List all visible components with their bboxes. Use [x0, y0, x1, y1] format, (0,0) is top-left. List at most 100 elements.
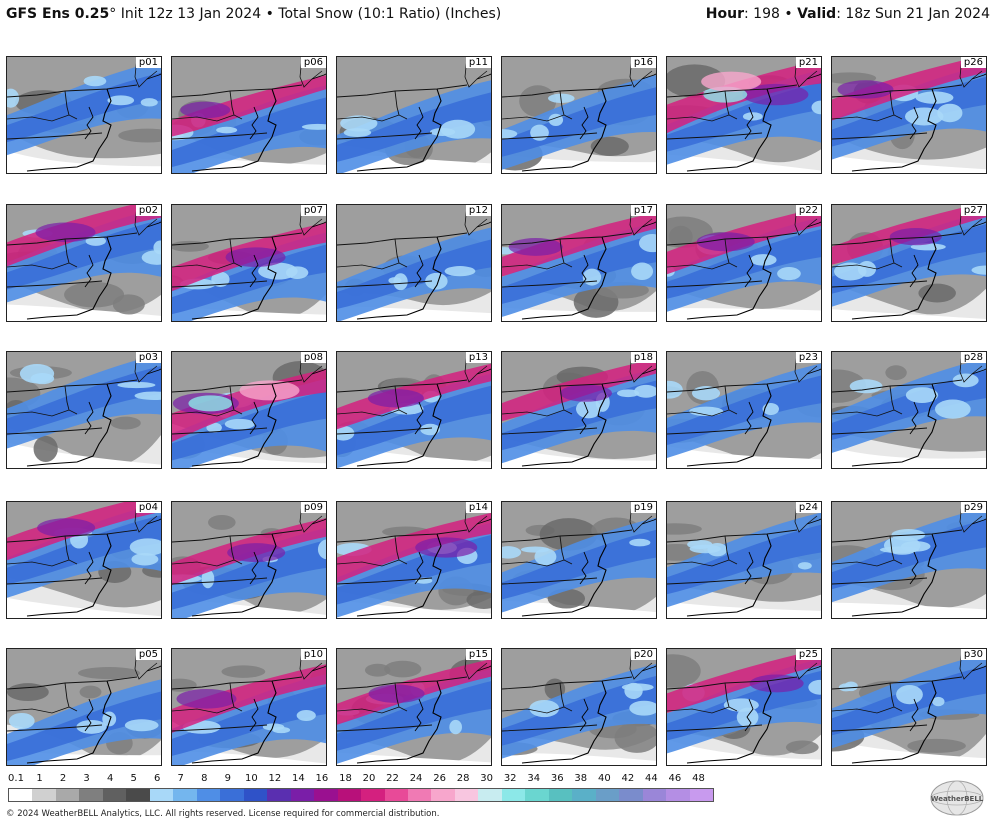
state-border-line	[7, 280, 103, 288]
colorbar-swatch	[173, 789, 197, 801]
state-border-line	[832, 262, 895, 270]
chesapeake-bay-outline	[249, 698, 259, 732]
state-border-line	[337, 724, 433, 732]
snowfall-field-map	[337, 352, 491, 468]
state-border-line	[832, 559, 895, 567]
coastline	[356, 383, 442, 467]
chesapeake-bay-outline	[744, 698, 754, 732]
colorbar-swatch	[548, 789, 573, 801]
colorbar-swatches	[8, 788, 714, 802]
state-border-line	[502, 724, 598, 732]
header: GFS Ens 0.25° Init 12z 13 Jan 2024 • Tot…	[0, 0, 1000, 30]
coastline	[521, 236, 607, 320]
chesapeake-bay-outline	[909, 698, 919, 732]
coastline	[26, 88, 112, 172]
colorbar-tick-label: 24	[409, 773, 423, 784]
state-border-line	[134, 502, 158, 533]
state-border-line	[889, 238, 903, 268]
ensemble-member-panel: p18	[501, 351, 657, 469]
state-border-line	[7, 427, 103, 435]
chesapeake-bay-outline	[909, 401, 919, 435]
member-label: p09	[300, 502, 326, 513]
member-label: p03	[135, 352, 161, 363]
state-border-line	[629, 205, 653, 236]
colorbar-tick-label: 30	[480, 773, 494, 784]
coastline	[521, 88, 607, 172]
long-island-outline	[641, 368, 656, 375]
snowfall-field-map	[832, 352, 986, 468]
state-border-line	[832, 724, 928, 732]
logo-text: WeatherBELL	[931, 795, 984, 803]
state-border-line	[889, 535, 903, 565]
member-label: p22	[795, 205, 821, 216]
state-border-line	[667, 724, 763, 732]
colorbar-swatch	[572, 789, 596, 801]
state-border-line	[832, 132, 928, 140]
chesapeake-bay-outline	[744, 254, 754, 288]
ensemble-member-panel: p11	[336, 56, 492, 174]
state-border-line	[134, 57, 158, 88]
ensemble-panel-grid: p01 p06 p11 p16 p21 p26 p02 p07 p12 p17 p22 p27 p03 p…	[6, 56, 987, 766]
long-island-outline	[971, 368, 986, 375]
long-island-outline	[311, 221, 326, 228]
long-island-outline	[806, 368, 821, 375]
chesapeake-bay-outline	[744, 106, 754, 140]
colorbar-swatch	[361, 789, 385, 801]
member-label: p11	[465, 57, 491, 68]
state-border-line	[559, 535, 573, 565]
colorbar-swatch	[384, 789, 408, 801]
long-island-outline	[476, 518, 491, 525]
state-border-line	[172, 262, 235, 270]
ensemble-member-panel: p22	[666, 204, 822, 322]
coastline	[356, 680, 442, 764]
long-island-outline	[971, 73, 986, 80]
state-border-line	[172, 724, 268, 732]
state-border-line	[7, 409, 70, 417]
ensemble-member-panel: p15	[336, 648, 492, 766]
state-border-line	[172, 132, 268, 140]
chesapeake-bay-outline	[579, 254, 589, 288]
ensemble-member-panel: p02	[6, 204, 162, 322]
colorbar-tick-label: 2	[59, 773, 67, 784]
state-border-line	[464, 205, 488, 236]
ensemble-member-panel: p13	[336, 351, 492, 469]
ensemble-member-panel: p26	[831, 56, 987, 174]
member-label: p04	[135, 502, 161, 513]
colorbar-tick-label: 36	[550, 773, 564, 784]
colorbar-tick-label: 34	[527, 773, 541, 784]
map-title: GFS Ens 0.25° Init 12z 13 Jan 2024 • Tot…	[6, 6, 501, 22]
ensemble-member-panel: p01	[6, 56, 162, 174]
state-border-line	[502, 559, 565, 567]
colorbar-tick-label: 18	[339, 773, 352, 784]
ensemble-member-panel: p07	[171, 204, 327, 322]
ensemble-member-panel: p09	[171, 501, 327, 619]
snowfall-field-map	[7, 649, 161, 765]
coastline	[851, 88, 937, 172]
member-label: p08	[300, 352, 326, 363]
coastline	[521, 533, 607, 617]
long-island-outline	[311, 73, 326, 80]
ensemble-member-panel: p05	[6, 648, 162, 766]
long-island-outline	[641, 518, 656, 525]
long-island-outline	[146, 518, 161, 525]
long-island-outline	[971, 665, 986, 672]
state-border-line	[299, 649, 323, 680]
colorbar-tick-label: 42	[621, 773, 635, 784]
snowfall-field-map	[172, 649, 326, 765]
state-border-line	[394, 682, 408, 712]
coastline	[26, 533, 112, 617]
colorbar-tick-label: 28	[456, 773, 470, 784]
colorbar-tick-label: 4	[106, 773, 114, 784]
hour-label: Hour	[705, 6, 745, 22]
member-label: p26	[960, 57, 986, 68]
long-island-outline	[146, 368, 161, 375]
colorbar-swatch	[32, 789, 56, 801]
colorbar-swatch	[149, 789, 174, 801]
snowfall-field-map	[337, 502, 491, 618]
ensemble-member-panel: p14	[336, 501, 492, 619]
state-border-line	[464, 57, 488, 88]
member-label: p29	[960, 502, 986, 513]
state-border-line	[464, 352, 488, 383]
state-border-line	[299, 352, 323, 383]
coastline	[521, 680, 607, 764]
